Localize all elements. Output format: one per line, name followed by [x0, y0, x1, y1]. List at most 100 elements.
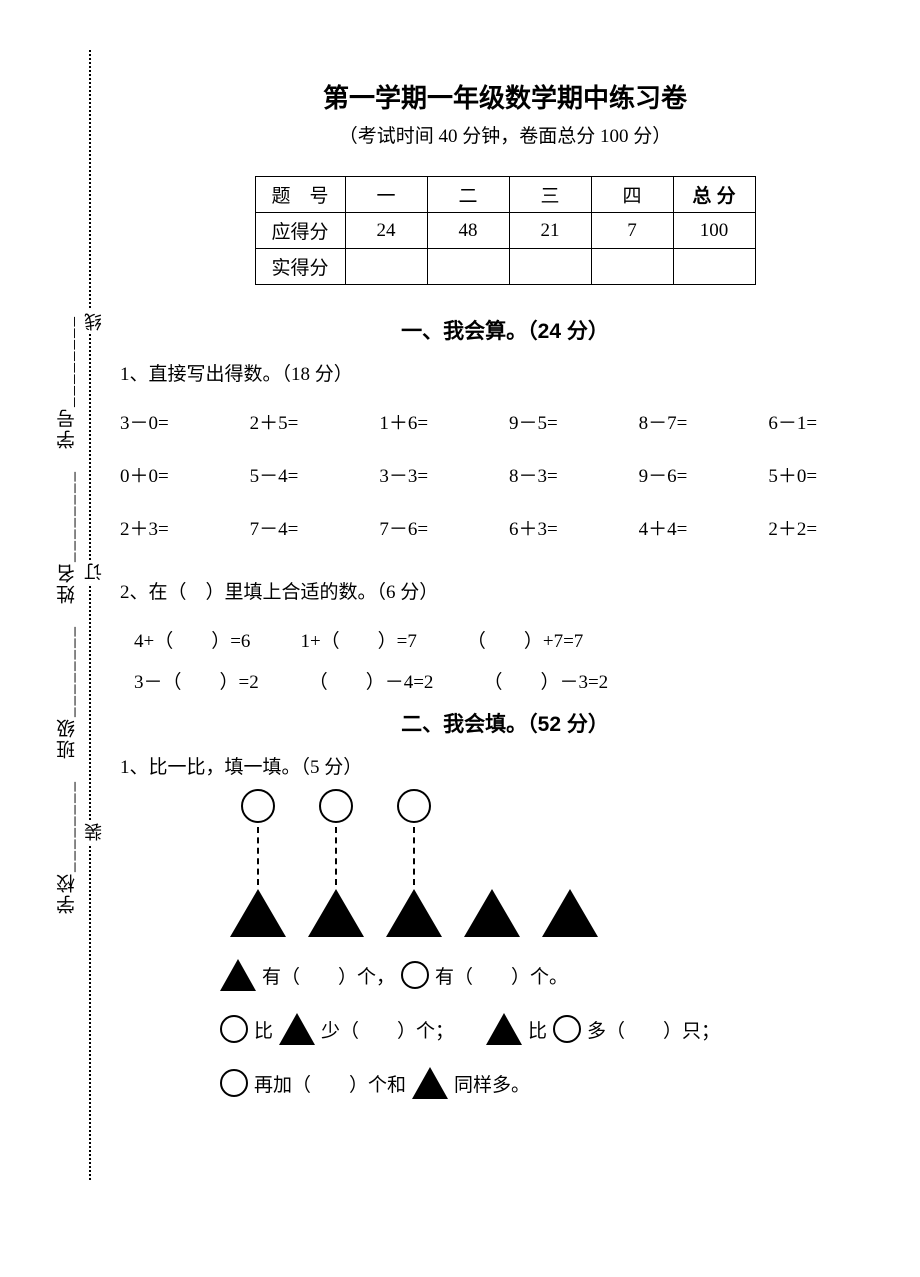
arith-item: 1＋6= — [379, 408, 501, 435]
section-1-title: 一、我会算。（24 分） — [120, 315, 890, 345]
table-row: 应得分 24 48 21 7 100 — [255, 213, 755, 249]
triangle-icon — [279, 1013, 315, 1045]
triangle-icon — [542, 889, 598, 937]
arith-item: 9－6= — [639, 461, 761, 488]
circle-icon — [397, 789, 431, 823]
binding-label-xian: 线 — [81, 310, 107, 334]
cell: 48 — [427, 213, 509, 249]
binding-label-zhuang: 装 — [81, 820, 107, 844]
circle-icon — [220, 1015, 248, 1043]
arith-item: 7－6= — [379, 514, 501, 541]
circle-icon — [553, 1015, 581, 1043]
cell: 21 — [509, 213, 591, 249]
page-title: 第一学期一年级数学期中练习卷 — [120, 78, 890, 115]
text: 有（ ）个。 — [435, 962, 568, 989]
cell: 实得分 — [255, 249, 345, 285]
arith-item: 8－7= — [639, 408, 761, 435]
question-2-1: 1、比一比，填一填。（5 分） — [120, 752, 890, 779]
cell — [591, 249, 673, 285]
circle-icon — [220, 1069, 248, 1097]
pair-col — [230, 789, 286, 937]
text: 同样多。 — [454, 1070, 530, 1097]
pair-col — [386, 789, 442, 937]
pair-col — [464, 793, 520, 937]
cell — [509, 249, 591, 285]
dashed-link — [413, 827, 415, 885]
fill-row-2: 3－（ ）=2 （ ）－4=2 （ ）－3=2 — [134, 667, 890, 694]
text: 少（ ）个； — [321, 1016, 454, 1043]
arith-item: 9－5= — [509, 408, 631, 435]
circle-icon — [241, 789, 275, 823]
triangle-icon — [386, 889, 442, 937]
fill-item: （ ）+7=7 — [467, 626, 583, 653]
pair-col — [308, 789, 364, 937]
triangle-icon — [464, 889, 520, 937]
cell: 一 — [345, 177, 427, 213]
cell: 三 — [509, 177, 591, 213]
binding-margin: 学校 ________ 班级 ________ 姓名 ________ 学号 _… — [50, 50, 100, 1180]
arith-item: 2＋3= — [120, 514, 242, 541]
question-1-1: 1、直接写出得数。（18 分） — [120, 359, 890, 386]
side-school: 学校 — [54, 873, 81, 915]
fill-item: 4+（ ）=6 — [134, 626, 250, 653]
side-number: 学号 — [54, 408, 81, 450]
arith-item: 8－3= — [509, 461, 631, 488]
fill-item: （ ）－3=2 — [483, 667, 608, 694]
text: 比 — [254, 1016, 273, 1043]
text: 再加（ ）个和 — [254, 1070, 406, 1097]
arith-item: 5－4= — [250, 461, 372, 488]
text: 有（ ）个， — [262, 962, 395, 989]
fill-item: 1+（ ）=7 — [300, 626, 416, 653]
arithmetic-grid: 3－0= 2＋5= 1＋6= 9－5= 8－7= 6－1= 0＋0= 5－4= … — [120, 408, 890, 541]
page-subtitle: （考试时间 40 分钟，卷面总分 100 分） — [120, 121, 890, 148]
arith-item: 3－3= — [379, 461, 501, 488]
triangle-icon — [308, 889, 364, 937]
text: 比 — [528, 1016, 547, 1043]
triangle-icon — [486, 1013, 522, 1045]
cell — [673, 249, 755, 285]
fill-item: （ ）－4=2 — [309, 667, 434, 694]
arith-item: 5＋0= — [768, 461, 890, 488]
table-row: 实得分 — [255, 249, 755, 285]
arith-item: 6＋3= — [509, 514, 631, 541]
pair-col — [542, 793, 598, 937]
circle-icon — [319, 789, 353, 823]
exam-content: 第一学期一年级数学期中练习卷 （考试时间 40 分钟，卷面总分 100 分） 题… — [120, 78, 890, 1099]
arith-item: 7－4= — [250, 514, 372, 541]
cell: 四 — [591, 177, 673, 213]
side-class: 班级 — [54, 718, 81, 760]
sentence-1: 有（ ）个， 有（ ）个。 — [220, 959, 890, 991]
fill-row-1: 4+（ ）=6 1+（ ）=7 （ ）+7=7 — [134, 626, 890, 653]
cell: 24 — [345, 213, 427, 249]
arith-item: 3－0= — [120, 408, 242, 435]
arith-item: 6－1= — [768, 408, 890, 435]
cell: 总 分 — [673, 177, 755, 213]
arith-item: 4＋4= — [639, 514, 761, 541]
cell — [427, 249, 509, 285]
score-table: 题 号 一 二 三 四 总 分 应得分 24 48 21 7 100 实得分 — [255, 176, 756, 285]
arith-item: 0＋0= — [120, 461, 242, 488]
question-1-2: 2、在（ ）里填上合适的数。（6 分） — [120, 577, 890, 604]
arith-item: 2＋2= — [768, 514, 890, 541]
table-row: 题 号 一 二 三 四 总 分 — [255, 177, 755, 213]
side-labels: 学校 ________ 班级 ________ 姓名 ________ 学号 _… — [50, 50, 81, 1180]
cell: 100 — [673, 213, 755, 249]
dashed-link — [335, 827, 337, 885]
binding-label-ding: 订 — [81, 560, 107, 584]
dashed-link — [257, 827, 259, 885]
sentence-2: 比 少（ ）个； 比 多（ ）只； — [220, 1013, 890, 1045]
cell: 题 号 — [255, 177, 345, 213]
shapes-diagram — [230, 789, 890, 937]
triangle-icon — [230, 889, 286, 937]
triangle-icon — [412, 1067, 448, 1099]
circle-icon — [401, 961, 429, 989]
binding-dotted-line: 装 订 线 — [89, 50, 91, 1180]
cell: 二 — [427, 177, 509, 213]
text: 多（ ）只； — [587, 1016, 720, 1043]
triangle-icon — [220, 959, 256, 991]
fill-item: 3－（ ）=2 — [134, 667, 259, 694]
side-name: 姓名 — [54, 563, 81, 605]
section-2-title: 二、我会填。（52 分） — [120, 708, 890, 738]
cell — [345, 249, 427, 285]
cell: 应得分 — [255, 213, 345, 249]
